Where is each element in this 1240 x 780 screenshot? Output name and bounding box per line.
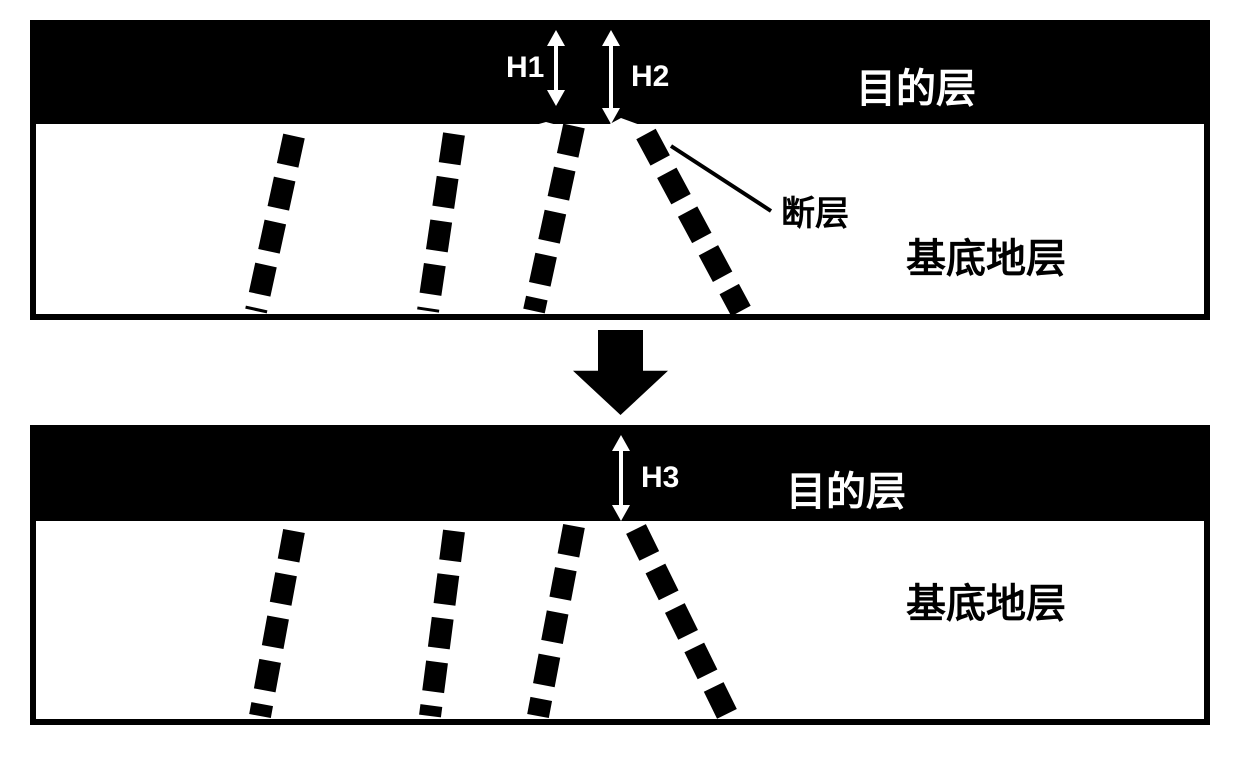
cross-section-panel-after: H3 目的层 基底地层 [30, 425, 1210, 725]
height-label-H1: H1 [506, 51, 544, 85]
basement-fill [36, 118, 1210, 320]
fault-line-1 [256, 136, 294, 311]
cross-section-panel-before: H1 H2 目的层 断层 基底地层 [30, 20, 1210, 320]
down-arrow-icon [573, 330, 668, 415]
height-label-H2: H2 [631, 60, 669, 94]
fault-line-2 [428, 134, 454, 311]
fault-line-2 [430, 531, 454, 716]
fault-leader-line [671, 146, 771, 211]
fault-line-4 [636, 529, 728, 716]
fault-line-3 [534, 126, 574, 311]
arrow-svg [573, 330, 668, 415]
target-layer-fill [36, 431, 1204, 521]
arrow-shape [573, 330, 668, 415]
fault-line-1 [260, 531, 294, 716]
fault-line-4 [646, 134, 741, 311]
target-layer-label: 目的层 [856, 56, 976, 114]
height-label-H3: H3 [641, 461, 679, 495]
basement-label: 基底地层 [906, 571, 1066, 629]
basement-label: 基底地层 [906, 226, 1066, 284]
fault-line-3 [538, 526, 574, 716]
fault-label: 断层 [781, 186, 849, 235]
target-layer-fill [36, 26, 1204, 124]
target-layer-label: 目的层 [786, 459, 906, 517]
